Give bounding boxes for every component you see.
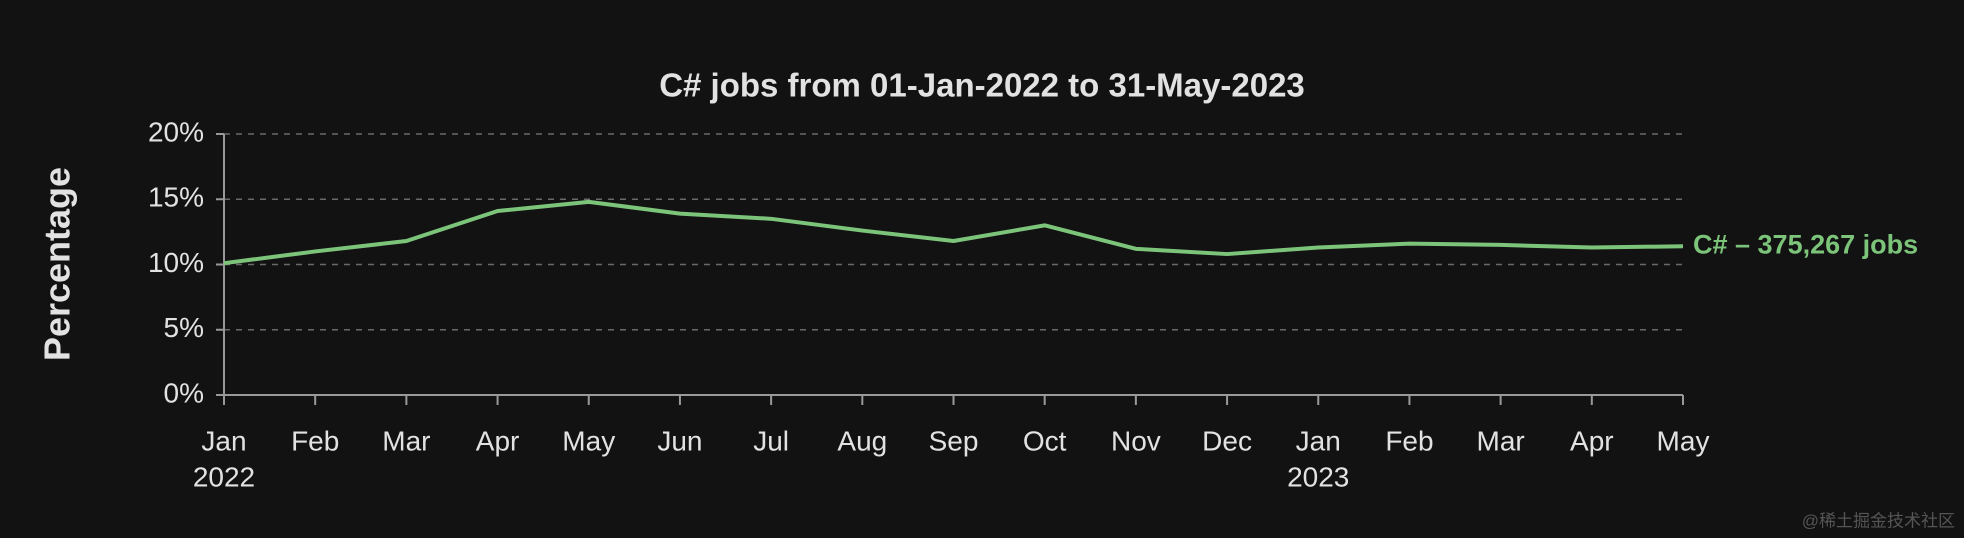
y-tick-label: 5% (164, 312, 204, 343)
x-tick-label: Jan (201, 425, 246, 456)
x-tick-label: Sep (929, 425, 979, 456)
x-tick-label: Mar (1477, 425, 1525, 456)
y-tick-label: 20% (148, 116, 204, 147)
x-tick-label: May (1657, 425, 1710, 456)
x-tick-label: Feb (291, 425, 339, 456)
x-tick-label: Apr (476, 425, 520, 456)
x-tick-label: Jun (657, 425, 702, 456)
x-tick-label: Jul (753, 425, 789, 456)
x-tick-label: Jan (1296, 425, 1341, 456)
x-tick-label: Dec (1202, 425, 1252, 456)
series-line (223, 199, 1684, 266)
x-tick-label: May (562, 425, 615, 456)
y-axis-label: Percentage (37, 167, 78, 361)
x-tick-label: Oct (1023, 425, 1067, 456)
y-tick-label: 0% (164, 377, 204, 408)
x-tick-label: Feb (1385, 425, 1433, 456)
y-tick-label: 10% (148, 247, 204, 278)
series-end-label: C# – 375,267 jobs (1693, 229, 1918, 259)
x-tick-label: Apr (1570, 425, 1614, 456)
y-tick-label: 15% (148, 182, 204, 213)
chart-title: C# jobs from 01-Jan-2022 to 31-May-2023 (659, 67, 1305, 104)
x-year-label: 2023 (1287, 461, 1349, 492)
x-tick-label: Aug (837, 425, 887, 456)
x-tick-label: Nov (1111, 425, 1161, 456)
x-tick-label: Mar (382, 425, 430, 456)
x-year-label: 2022 (193, 461, 255, 492)
watermark: @稀土掘金技术社区 (1802, 511, 1955, 530)
